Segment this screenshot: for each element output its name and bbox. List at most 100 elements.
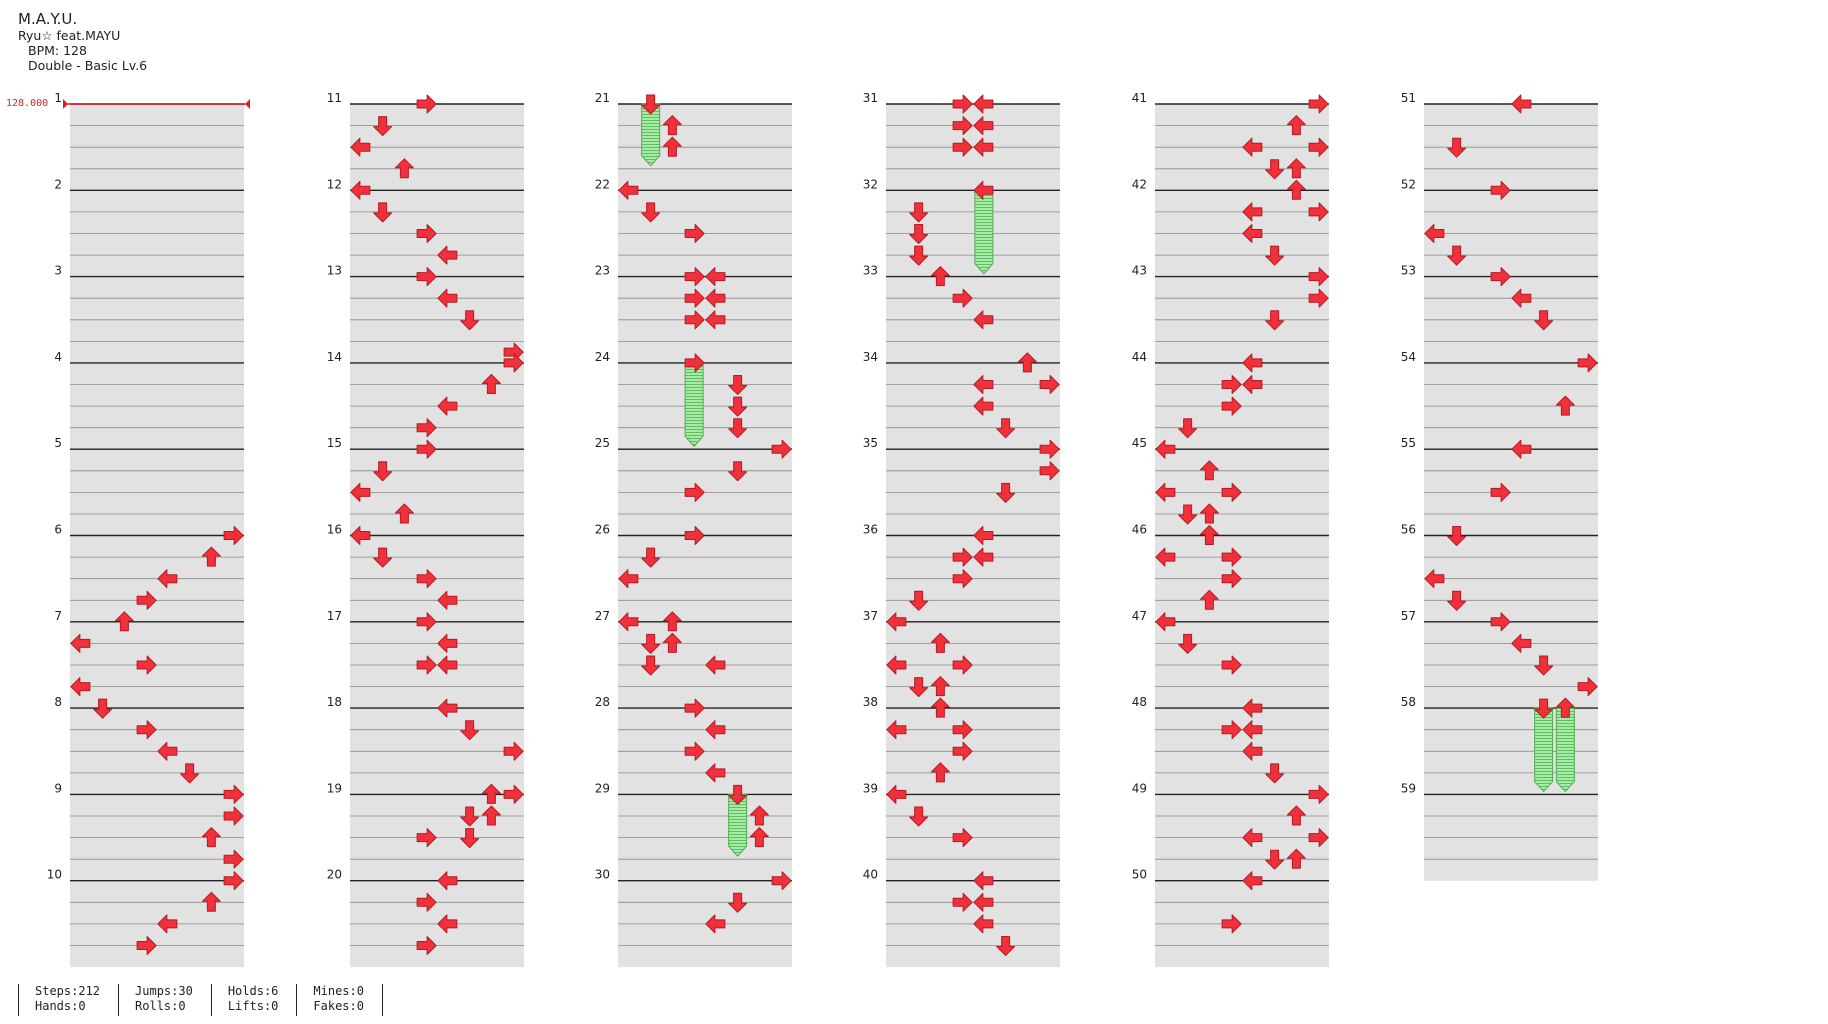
beat-band bbox=[350, 384, 524, 407]
measure-53: 53 bbox=[1401, 264, 1598, 363]
measure-number: 59 bbox=[1401, 781, 1416, 795]
stat-group: Mines:0 Fakes:0 bbox=[296, 984, 382, 1016]
measure-35: 35 bbox=[863, 436, 1060, 536]
beat-band bbox=[618, 816, 792, 838]
measure-number: 8 bbox=[54, 695, 62, 709]
beat-band bbox=[350, 557, 524, 579]
beat-band bbox=[350, 492, 524, 514]
measure-45: 45 bbox=[1132, 436, 1329, 536]
hold-note bbox=[974, 189, 994, 275]
beat-band bbox=[886, 557, 1060, 579]
beat-band bbox=[618, 319, 792, 342]
beat-band bbox=[350, 362, 524, 385]
beat-band bbox=[1155, 600, 1329, 622]
stat-value: Holds:6 bbox=[227, 984, 279, 998]
beat-band bbox=[70, 945, 244, 968]
measure-number: 33 bbox=[863, 264, 878, 278]
beat-band bbox=[1424, 772, 1598, 795]
beat-band bbox=[886, 945, 1060, 968]
beat-band bbox=[70, 319, 244, 342]
beat-band bbox=[1424, 514, 1598, 536]
beat-band bbox=[350, 837, 524, 860]
beat-band bbox=[1155, 492, 1329, 514]
beat-band bbox=[886, 168, 1060, 191]
beat-band bbox=[886, 816, 1060, 838]
measure-number: 29 bbox=[595, 781, 610, 795]
beat-band bbox=[1155, 211, 1329, 234]
measure-number: 38 bbox=[863, 695, 878, 709]
beat-band bbox=[350, 190, 524, 212]
measure-number: 7 bbox=[54, 609, 62, 623]
beat-band bbox=[350, 923, 524, 946]
measure-number: 43 bbox=[1132, 264, 1147, 278]
measure-10: 10 bbox=[47, 868, 244, 968]
beat-band bbox=[618, 794, 792, 816]
beat-band bbox=[350, 708, 524, 730]
beat-band bbox=[618, 384, 792, 407]
beat-band bbox=[70, 470, 244, 493]
beat-band bbox=[350, 276, 524, 299]
bpm-marker-label: 128.000 bbox=[6, 98, 49, 109]
beat-band bbox=[1155, 470, 1329, 493]
hold-note bbox=[1555, 707, 1575, 793]
measure-32: 32 bbox=[863, 177, 1060, 277]
measure-57: 57 bbox=[1401, 609, 1598, 709]
beat-band bbox=[618, 449, 792, 471]
measure-number: 13 bbox=[327, 264, 342, 278]
beat-band bbox=[618, 837, 792, 860]
beat-band bbox=[70, 880, 244, 903]
beat-band bbox=[618, 600, 792, 622]
measure-29: 29 bbox=[595, 781, 792, 881]
measure-number: 50 bbox=[1132, 868, 1147, 882]
measure-number: 47 bbox=[1132, 609, 1147, 623]
measure-number: 53 bbox=[1401, 264, 1416, 278]
beat-band bbox=[350, 125, 524, 148]
beat-band bbox=[1424, 211, 1598, 234]
beat-band bbox=[70, 794, 244, 816]
beat-band bbox=[1155, 255, 1329, 277]
hold-note bbox=[1534, 707, 1554, 793]
beat-band bbox=[1155, 729, 1329, 752]
beat-band bbox=[1424, 686, 1598, 709]
beat-band bbox=[1155, 751, 1329, 773]
beat-band bbox=[1155, 945, 1329, 968]
beat-band bbox=[618, 341, 792, 363]
measure-number: 10 bbox=[47, 868, 62, 882]
beat-band bbox=[70, 578, 244, 601]
beat-band bbox=[1424, 578, 1598, 601]
beat-band bbox=[618, 535, 792, 558]
beat-band bbox=[1155, 837, 1329, 860]
beat-band bbox=[1424, 255, 1598, 277]
beat-band bbox=[886, 298, 1060, 320]
beat-band bbox=[618, 557, 792, 579]
beat-band bbox=[1424, 168, 1598, 191]
beat-band bbox=[618, 362, 792, 385]
measure-3: 3 bbox=[54, 264, 244, 363]
beat-band bbox=[1155, 621, 1329, 644]
beat-band bbox=[350, 211, 524, 234]
measure-number: 15 bbox=[327, 436, 342, 450]
beat-band bbox=[350, 341, 524, 363]
beat-band bbox=[350, 794, 524, 816]
beat-band bbox=[1424, 406, 1598, 428]
measure-23: 23 bbox=[595, 264, 792, 363]
beat-band bbox=[1155, 233, 1329, 256]
beat-band bbox=[70, 772, 244, 795]
beat-band bbox=[70, 859, 244, 881]
measure-52: 52 bbox=[1401, 177, 1598, 277]
beat-band bbox=[70, 535, 244, 558]
beat-band bbox=[350, 233, 524, 256]
beat-band bbox=[886, 794, 1060, 816]
beat-band bbox=[1424, 708, 1598, 730]
beat-band bbox=[70, 492, 244, 514]
chart-stats: Steps:212 Hands:0 Jumps:30 Rolls:0 Holds:6 Li… bbox=[18, 984, 383, 1016]
beat-band bbox=[350, 406, 524, 428]
beat-band bbox=[350, 772, 524, 795]
measure-2: 2 bbox=[54, 177, 244, 277]
measure-number: 44 bbox=[1132, 350, 1147, 364]
measure-4: 4 bbox=[54, 350, 244, 450]
beat-band bbox=[886, 643, 1060, 665]
song-bpm: BPM: 128 bbox=[28, 43, 87, 58]
measure-number: 1 bbox=[54, 91, 62, 105]
beat-band bbox=[886, 578, 1060, 601]
